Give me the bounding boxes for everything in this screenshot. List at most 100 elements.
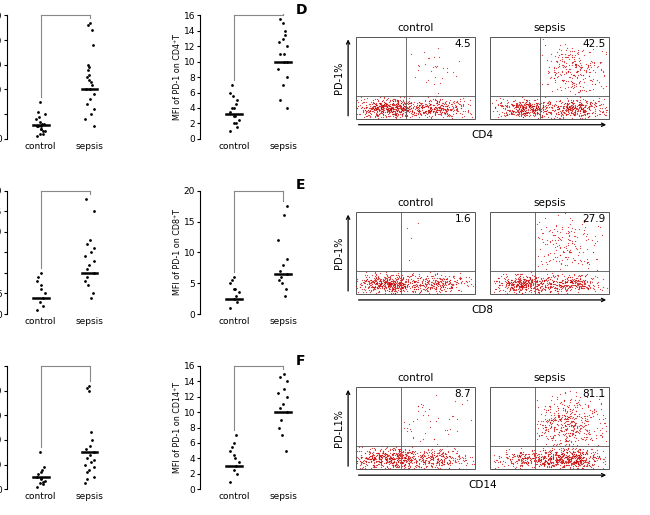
Point <box>551 256 562 265</box>
Point <box>383 282 393 290</box>
Point <box>518 273 528 281</box>
Point <box>366 457 376 465</box>
Point <box>408 269 419 278</box>
Point <box>398 100 409 109</box>
Point <box>422 101 432 110</box>
Point <box>463 106 474 114</box>
Point <box>567 459 578 468</box>
Point <box>377 107 387 115</box>
Point <box>562 108 573 116</box>
Point <box>462 459 473 467</box>
Point <box>552 284 562 292</box>
Point <box>545 99 556 107</box>
Point <box>592 424 603 433</box>
Point <box>563 66 573 75</box>
Point <box>282 377 293 385</box>
Point <box>394 283 404 291</box>
Point <box>547 461 557 469</box>
Point <box>518 111 528 119</box>
Point <box>551 110 561 118</box>
Point <box>530 279 540 287</box>
Point <box>562 274 573 282</box>
Point <box>561 107 571 115</box>
Point <box>569 53 579 61</box>
Point <box>522 276 532 284</box>
Point <box>563 415 573 423</box>
Point <box>422 271 432 280</box>
Point <box>376 444 387 453</box>
Point <box>561 451 571 459</box>
Point <box>554 436 565 444</box>
Point <box>462 108 473 116</box>
Point <box>517 282 528 290</box>
Point <box>569 458 580 466</box>
Point <box>578 282 588 290</box>
Point <box>380 102 391 110</box>
Point <box>551 455 562 464</box>
Point <box>368 455 378 463</box>
Point <box>584 457 594 466</box>
Point <box>533 457 543 465</box>
Point <box>441 102 451 110</box>
Point <box>527 276 538 284</box>
Point <box>422 112 432 121</box>
Point <box>570 420 580 428</box>
Bar <box>356 212 474 294</box>
Point <box>565 278 575 286</box>
Point <box>568 462 578 470</box>
Point <box>361 112 371 121</box>
Point <box>409 283 419 291</box>
Point <box>403 451 413 459</box>
Point <box>362 274 372 283</box>
Point <box>415 453 426 461</box>
Point <box>372 111 382 119</box>
Point <box>566 454 577 462</box>
Point <box>401 106 411 114</box>
Point <box>436 281 447 289</box>
Point <box>33 273 44 281</box>
Point <box>399 457 410 466</box>
Point <box>438 106 448 114</box>
Point <box>397 110 408 118</box>
Point <box>445 110 455 118</box>
Point <box>515 283 526 291</box>
Point <box>568 105 578 113</box>
Point <box>506 281 517 289</box>
Point <box>594 77 604 85</box>
Point <box>536 452 547 460</box>
Point <box>233 458 244 467</box>
Point <box>392 107 402 115</box>
Point <box>395 113 405 121</box>
Point <box>548 415 558 423</box>
Point <box>374 288 384 296</box>
Point <box>504 279 514 287</box>
Point <box>278 81 288 89</box>
Point <box>376 462 387 471</box>
Point <box>393 100 403 108</box>
Point <box>388 278 398 286</box>
Point <box>515 105 526 113</box>
Point <box>396 105 407 113</box>
Point <box>401 456 411 464</box>
Point <box>566 421 576 430</box>
Point <box>540 423 550 431</box>
Point <box>387 97 398 105</box>
Point <box>547 101 558 109</box>
Point <box>400 450 411 458</box>
Point <box>590 272 600 281</box>
Point <box>399 280 410 288</box>
Point <box>507 459 517 467</box>
Point <box>517 104 528 112</box>
Point <box>385 464 395 472</box>
Point <box>525 96 535 105</box>
Point <box>374 455 384 463</box>
Point <box>551 456 561 465</box>
Point <box>573 105 583 113</box>
Point <box>399 448 410 456</box>
Point <box>467 113 477 121</box>
Point <box>543 450 554 458</box>
Point <box>384 455 395 464</box>
Point <box>540 456 551 464</box>
Point <box>410 284 420 293</box>
Point <box>562 454 573 462</box>
